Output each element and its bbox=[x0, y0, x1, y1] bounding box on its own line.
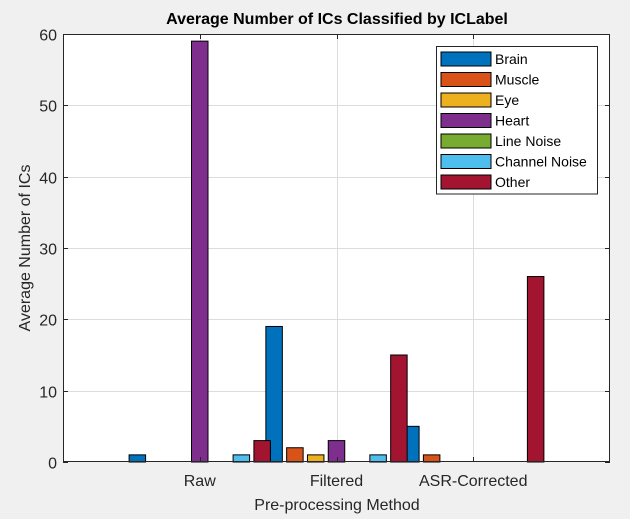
legend-label: Muscle bbox=[495, 72, 540, 88]
bar bbox=[390, 354, 408, 463]
chart-title: Average Number of ICs Classified by ICLa… bbox=[166, 11, 508, 28]
y-tick-label: 60 bbox=[39, 28, 57, 45]
bar bbox=[232, 454, 251, 463]
legend: Brain Muscle Eye Heart Line Noise Channel Noi… bbox=[436, 46, 598, 195]
legend-label: Other bbox=[495, 174, 530, 190]
bar bbox=[191, 40, 209, 463]
legend-swatch bbox=[440, 174, 492, 190]
bar bbox=[327, 440, 346, 463]
legend-swatch bbox=[440, 72, 492, 87]
y-tick-label: 30 bbox=[39, 242, 57, 259]
y-tick-label: 0 bbox=[48, 456, 57, 473]
x-tick-label: Filtered bbox=[310, 473, 363, 490]
y-axis: 0 10 20 30 40 50 60 bbox=[39, 28, 610, 473]
bar bbox=[128, 454, 147, 463]
legend-swatch bbox=[440, 133, 492, 149]
bar bbox=[526, 276, 545, 463]
bar bbox=[286, 447, 304, 463]
bar bbox=[369, 454, 387, 463]
y-tick-label: 50 bbox=[39, 99, 57, 116]
x-axis-label: Pre-processing Method bbox=[254, 497, 419, 514]
legend-swatch bbox=[440, 92, 492, 108]
bar bbox=[422, 454, 441, 463]
legend-swatch bbox=[440, 154, 492, 169]
bars bbox=[128, 40, 545, 463]
y-axis-label: Average Number of ICs bbox=[17, 165, 34, 332]
bar bbox=[306, 454, 325, 463]
y-tick-label: 10 bbox=[39, 385, 57, 402]
bar bbox=[253, 440, 271, 463]
x-axis: Raw Filtered ASR-Corrected bbox=[184, 34, 527, 490]
legend-label: Channel Noise bbox=[495, 154, 587, 170]
legend-label: Brain bbox=[495, 51, 528, 67]
legend-label: Heart bbox=[495, 113, 529, 129]
legend-swatch bbox=[440, 51, 492, 67]
legend-label: Eye bbox=[495, 92, 519, 108]
legend-swatch bbox=[440, 113, 492, 128]
x-tick-label: ASR-Corrected bbox=[419, 473, 527, 490]
x-tick-label: Raw bbox=[184, 473, 216, 490]
y-tick-label: 40 bbox=[39, 171, 57, 188]
y-tick-label: 20 bbox=[39, 313, 57, 330]
legend-label: Line Noise bbox=[495, 133, 561, 149]
